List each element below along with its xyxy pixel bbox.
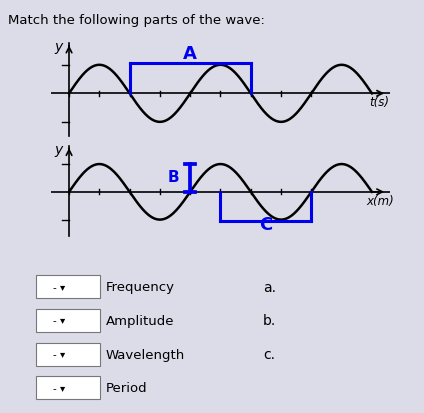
- FancyBboxPatch shape: [36, 275, 100, 298]
- Text: Wavelength: Wavelength: [106, 348, 185, 361]
- Text: y: y: [54, 40, 62, 54]
- FancyBboxPatch shape: [36, 309, 100, 332]
- FancyBboxPatch shape: [36, 343, 100, 366]
- FancyBboxPatch shape: [36, 376, 100, 399]
- Text: - ▾: - ▾: [53, 282, 65, 292]
- Text: Period: Period: [106, 381, 148, 394]
- Text: x(m): x(m): [366, 194, 393, 207]
- Text: - ▾: - ▾: [53, 383, 65, 393]
- Text: a.: a.: [263, 280, 276, 294]
- Text: y: y: [54, 142, 62, 157]
- Text: - ▾: - ▾: [53, 349, 65, 359]
- Text: t(s): t(s): [369, 95, 389, 109]
- Text: B: B: [167, 170, 179, 185]
- Text: c.: c.: [263, 347, 275, 361]
- Text: Amplitude: Amplitude: [106, 314, 175, 327]
- Text: - ▾: - ▾: [53, 316, 65, 325]
- Text: A: A: [183, 45, 197, 63]
- Text: Frequency: Frequency: [106, 280, 175, 293]
- Text: C: C: [259, 215, 273, 233]
- Text: b.: b.: [263, 313, 276, 328]
- Text: Match the following parts of the wave:: Match the following parts of the wave:: [8, 14, 265, 26]
